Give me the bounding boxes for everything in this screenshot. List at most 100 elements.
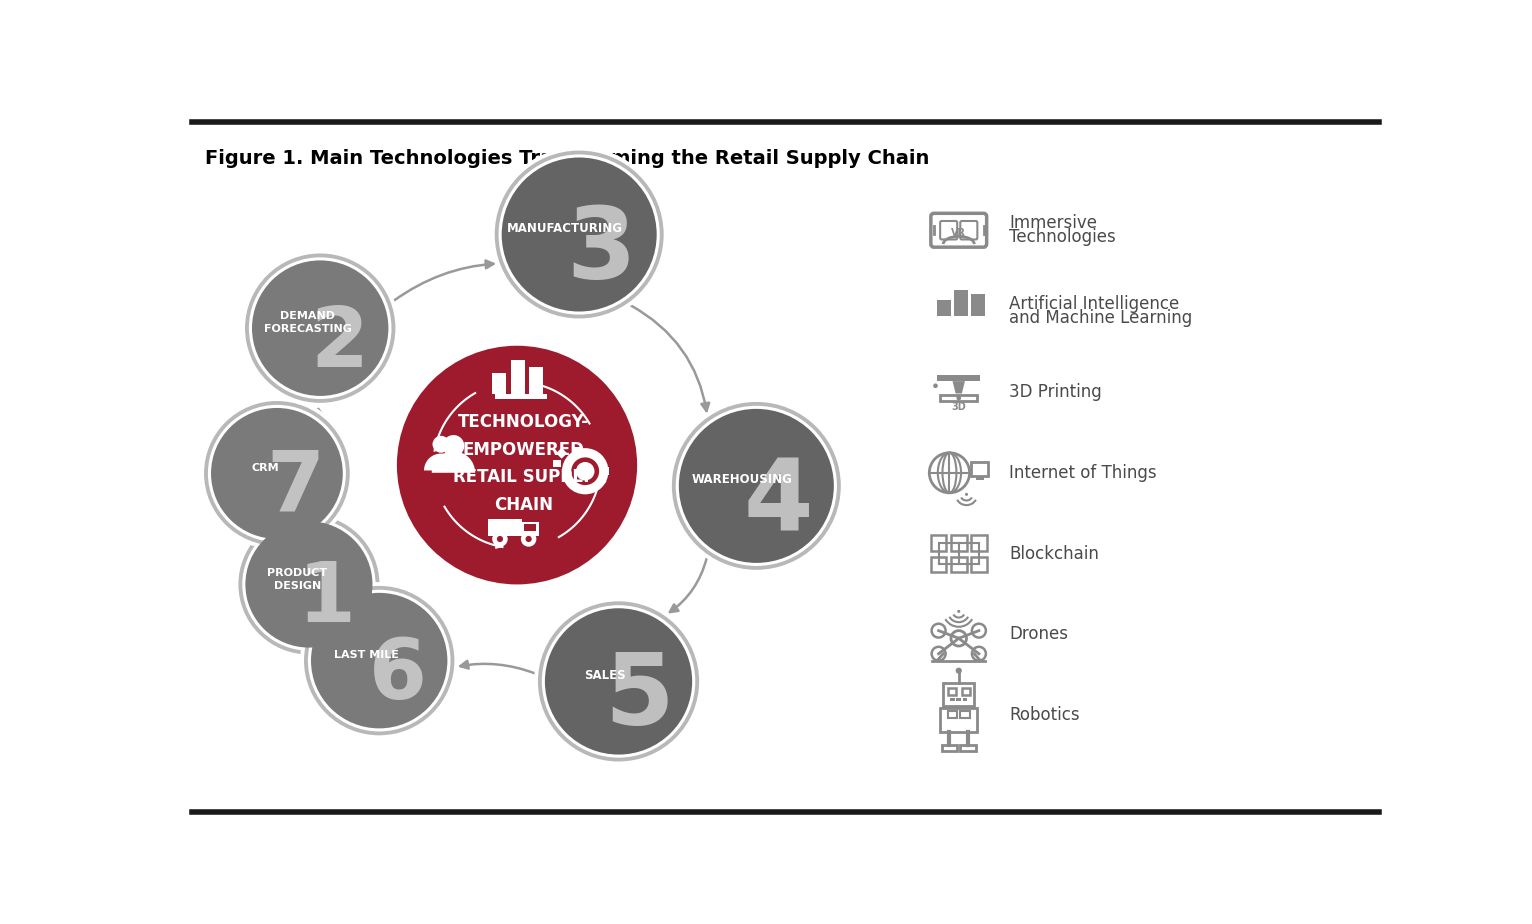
Bar <box>971 535 987 551</box>
Circle shape <box>245 253 395 403</box>
Bar <box>530 367 544 395</box>
Text: MANUFACTURING: MANUFACTURING <box>507 222 624 235</box>
Bar <box>553 460 561 468</box>
Circle shape <box>397 346 637 585</box>
Circle shape <box>234 510 383 658</box>
Circle shape <box>239 515 380 654</box>
Circle shape <box>241 249 400 407</box>
Text: CRM: CRM <box>251 463 279 473</box>
Text: 6: 6 <box>369 635 427 716</box>
Bar <box>931 556 947 572</box>
Circle shape <box>242 518 375 650</box>
Circle shape <box>562 448 608 494</box>
Text: Blockchain: Blockchain <box>1010 544 1098 563</box>
Circle shape <box>673 402 841 570</box>
Circle shape <box>525 536 532 542</box>
FancyBboxPatch shape <box>931 213 987 247</box>
Bar <box>524 524 536 531</box>
Bar <box>941 395 977 401</box>
Bar <box>956 699 961 701</box>
Bar <box>492 372 506 395</box>
Bar <box>573 447 581 455</box>
Bar <box>602 468 610 475</box>
Bar <box>556 448 567 458</box>
Bar <box>944 683 974 706</box>
Bar <box>971 462 988 476</box>
Bar <box>495 395 547 399</box>
Text: 3D Printing: 3D Printing <box>1010 383 1102 401</box>
Circle shape <box>965 492 968 496</box>
Circle shape <box>679 409 833 563</box>
Text: 3: 3 <box>565 203 636 300</box>
Circle shape <box>201 397 354 550</box>
Text: Technologies: Technologies <box>1010 228 1115 246</box>
Circle shape <box>311 593 447 728</box>
Circle shape <box>545 608 692 755</box>
FancyArrowPatch shape <box>460 661 535 674</box>
Circle shape <box>521 531 536 547</box>
Text: Internet of Things: Internet of Things <box>1010 464 1157 481</box>
Circle shape <box>956 667 962 674</box>
Circle shape <box>308 590 450 732</box>
Bar <box>510 360 525 395</box>
Circle shape <box>542 605 696 758</box>
Bar <box>961 711 970 719</box>
Circle shape <box>251 261 389 395</box>
Circle shape <box>303 586 455 736</box>
Wedge shape <box>432 451 475 473</box>
FancyArrowPatch shape <box>313 409 323 511</box>
FancyArrowPatch shape <box>293 521 300 541</box>
FancyArrowPatch shape <box>316 541 342 591</box>
Text: and Machine Learning: and Machine Learning <box>1010 309 1192 327</box>
Text: 7: 7 <box>267 447 325 529</box>
Text: SALES: SALES <box>585 669 627 682</box>
Text: WAREHOUSING: WAREHOUSING <box>692 473 794 486</box>
Circle shape <box>204 401 349 546</box>
Circle shape <box>676 406 836 566</box>
Bar <box>522 522 539 536</box>
Bar <box>961 745 976 750</box>
Bar <box>938 375 980 381</box>
Circle shape <box>443 435 464 456</box>
Bar <box>976 476 984 480</box>
Circle shape <box>492 531 507 547</box>
Circle shape <box>208 405 346 542</box>
Bar <box>951 556 967 572</box>
Bar <box>971 294 985 316</box>
Bar <box>971 556 987 572</box>
Bar <box>938 300 951 316</box>
FancyArrowPatch shape <box>496 543 501 548</box>
FancyArrowPatch shape <box>596 481 601 486</box>
Wedge shape <box>424 454 458 470</box>
Text: TECHNOLOGY-
EMPOWERED
RETAIL SUPPLY
CHAIN: TECHNOLOGY- EMPOWERED RETAIL SUPPLY CHAI… <box>453 413 593 515</box>
Circle shape <box>490 147 668 322</box>
Bar <box>596 476 607 487</box>
Text: 3D: 3D <box>951 402 967 412</box>
Text: DEMAND
FORECASTING: DEMAND FORECASTING <box>264 311 352 334</box>
Text: LAST MILE: LAST MILE <box>334 650 400 660</box>
Circle shape <box>933 383 938 388</box>
Circle shape <box>538 602 699 761</box>
Bar <box>941 708 977 732</box>
Bar <box>951 535 967 551</box>
Circle shape <box>300 582 458 739</box>
Circle shape <box>956 395 961 400</box>
Circle shape <box>501 157 657 311</box>
Bar <box>962 699 967 701</box>
Circle shape <box>496 536 502 542</box>
Bar <box>931 535 947 551</box>
Bar <box>954 289 968 316</box>
FancyArrowPatch shape <box>631 305 709 411</box>
FancyBboxPatch shape <box>961 221 977 239</box>
Bar <box>948 711 958 719</box>
Bar <box>948 687 956 695</box>
Circle shape <box>395 344 639 586</box>
Text: Drones: Drones <box>1010 626 1068 643</box>
Text: Figure 1. Main Technologies Transforming the Retail Supply Chain: Figure 1. Main Technologies Transforming… <box>205 150 930 168</box>
Circle shape <box>245 521 372 648</box>
Circle shape <box>668 398 844 574</box>
FancyArrowPatch shape <box>434 444 438 449</box>
FancyArrowPatch shape <box>533 383 538 386</box>
Circle shape <box>495 151 663 319</box>
Bar <box>942 745 958 750</box>
